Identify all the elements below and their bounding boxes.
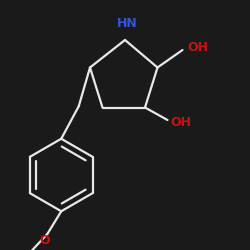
Text: OH: OH: [188, 41, 208, 54]
Text: OH: OH: [170, 116, 191, 129]
Text: HN: HN: [117, 17, 138, 30]
Text: O: O: [40, 234, 50, 246]
